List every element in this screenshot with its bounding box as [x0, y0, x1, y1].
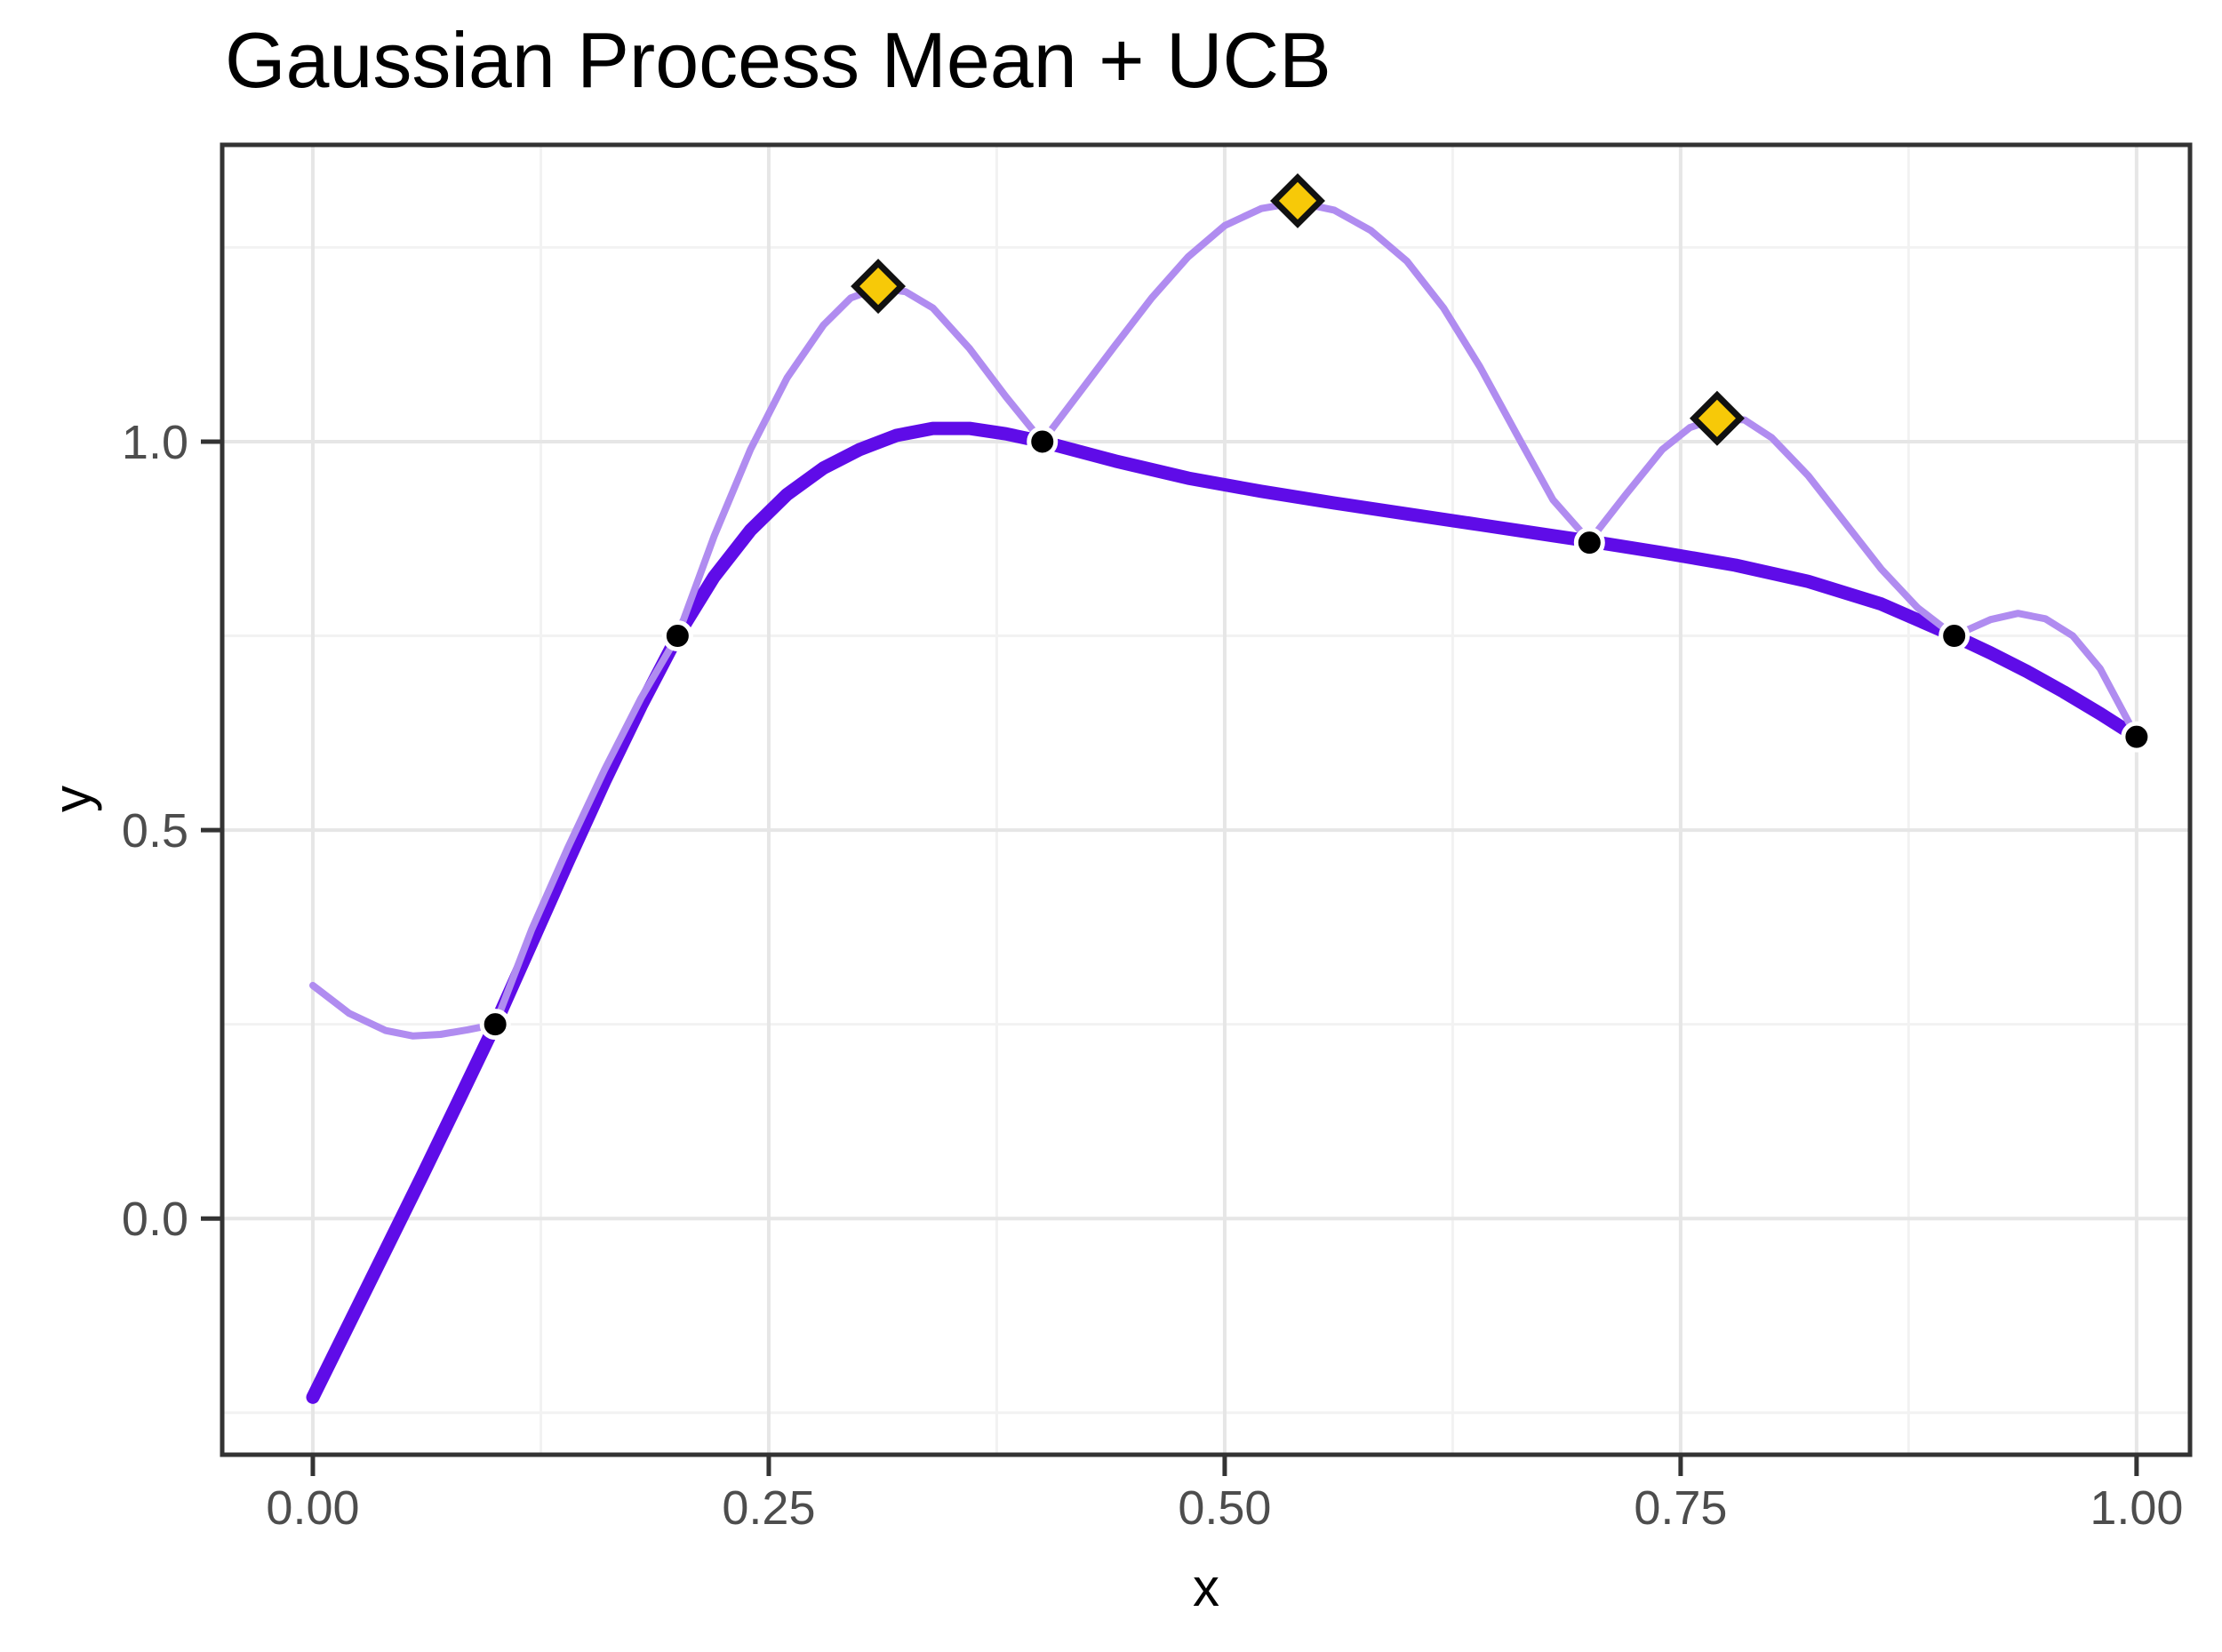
- plot-panel: [222, 145, 2190, 1455]
- observation-point: [479, 1009, 511, 1041]
- x-tick-label: 0.50: [1178, 1481, 1271, 1535]
- panel-border: [220, 142, 2193, 1457]
- ucb-line: [309, 198, 2140, 1040]
- proposal-diamond: [1689, 390, 1745, 446]
- y-tick-label: 0.5: [122, 804, 188, 858]
- y-axis-title: y: [43, 786, 102, 812]
- y-tick-label: 0.0: [122, 1193, 188, 1246]
- gp-mean-line: [306, 421, 2144, 1404]
- observation-point: [2121, 721, 2153, 753]
- x-tick-label: 0.75: [1634, 1481, 1727, 1535]
- proposal-diamond: [851, 259, 907, 315]
- x-axis-title: x: [1193, 1558, 1219, 1617]
- x-tick-label: 0.00: [266, 1481, 359, 1535]
- observation-point: [1938, 620, 1970, 652]
- x-tick-label: 1.00: [2090, 1481, 2183, 1535]
- y-tick-label: 1.0: [122, 416, 188, 469]
- observation-point: [1573, 527, 1605, 559]
- chart-title: Gaussian Process Mean + UCB: [225, 16, 1331, 104]
- observation-point: [1027, 426, 1059, 458]
- proposal-diamond: [1270, 172, 1325, 228]
- x-tick-label: 0.25: [722, 1481, 815, 1535]
- observation-point: [661, 620, 693, 652]
